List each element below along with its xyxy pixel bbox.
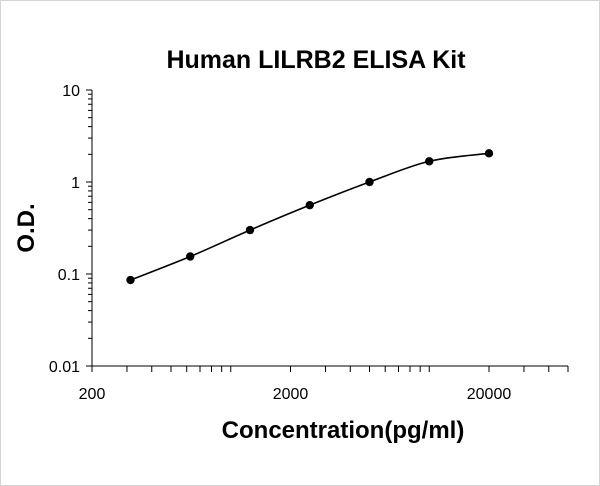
data-point	[365, 177, 374, 187]
y-axis-ticks	[86, 89, 92, 367]
y-tick-label: 0.01	[49, 359, 80, 376]
data-point	[425, 157, 434, 166]
y-tick-label: 10	[62, 83, 80, 100]
y-axis-tick-labels: 10 1 0.1 0.01	[49, 83, 80, 376]
x-axis-label: Concentration(pg/ml)	[222, 417, 465, 444]
data-point	[126, 275, 135, 285]
x-tick-label: 20000	[467, 386, 512, 403]
y-axis-label: O.D.	[13, 203, 40, 252]
data-point	[186, 252, 195, 261]
y-tick-label: 1	[71, 175, 80, 192]
chart-title: Human LILRB2 ELISA Kit	[166, 46, 466, 74]
data-points	[126, 149, 494, 285]
x-tick-label: 200	[79, 386, 106, 403]
trend-curve	[130, 152, 490, 281]
data-point	[305, 200, 314, 210]
x-tick-label: 2000	[273, 386, 309, 403]
data-point	[245, 225, 255, 235]
data-point	[484, 149, 494, 158]
x-axis-tick-labels: 200 2000 20000	[79, 386, 512, 403]
y-tick-label: 0.1	[58, 267, 80, 284]
x-axis-ticks	[91, 366, 569, 372]
